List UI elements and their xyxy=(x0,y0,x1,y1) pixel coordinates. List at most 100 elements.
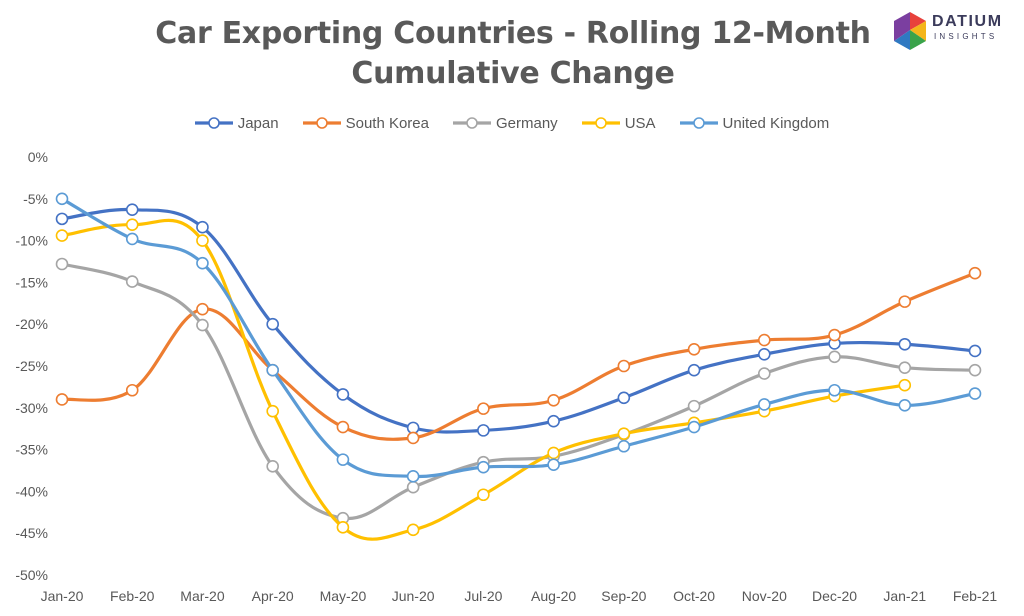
legend-item: USA xyxy=(581,112,656,134)
data-point xyxy=(196,318,209,332)
x-tick-label: Feb-21 xyxy=(953,588,998,604)
data-point xyxy=(55,257,69,271)
legend-line-marker-icon xyxy=(581,117,620,129)
x-tick-label: May-20 xyxy=(320,588,367,604)
data-point xyxy=(55,393,69,406)
legend-line-marker-icon xyxy=(679,117,718,129)
data-point xyxy=(687,399,701,413)
data-point xyxy=(196,220,209,234)
series-usa xyxy=(55,218,912,541)
data-point xyxy=(477,460,490,474)
data-point xyxy=(477,488,490,502)
data-point xyxy=(266,317,279,331)
series-japan xyxy=(55,203,982,437)
data-point xyxy=(266,404,279,418)
data-point xyxy=(758,333,771,347)
data-point xyxy=(336,420,350,434)
x-tick-label: Nov-20 xyxy=(742,588,787,604)
chart-title: Car Exporting Countries - Rolling 12-Mon… xyxy=(120,14,906,94)
y-tick-label: -50% xyxy=(15,567,48,583)
x-tick-label: Jun-20 xyxy=(392,588,435,604)
data-point xyxy=(968,387,982,400)
data-point xyxy=(336,453,350,466)
data-point xyxy=(898,378,912,392)
data-point xyxy=(125,232,139,246)
legend-item: United Kingdom xyxy=(679,112,830,134)
data-point xyxy=(406,470,420,483)
data-point xyxy=(55,192,69,206)
data-point xyxy=(125,203,139,216)
data-point xyxy=(125,383,139,397)
data-point xyxy=(266,460,279,473)
x-tick-label: Mar-20 xyxy=(180,588,225,604)
legend-item: Germany xyxy=(453,112,558,134)
data-point xyxy=(336,521,350,534)
data-point xyxy=(758,347,771,361)
data-point xyxy=(898,361,912,374)
x-tick-label: Jul-20 xyxy=(464,588,502,604)
chart-title-line-1: Car Exporting Countries - Rolling 12-Mon… xyxy=(155,16,871,51)
legend-line-marker-icon xyxy=(302,117,341,129)
data-point xyxy=(758,398,771,411)
data-point xyxy=(828,328,841,342)
y-tick-label: -35% xyxy=(15,442,48,458)
series-line xyxy=(60,207,977,434)
data-point xyxy=(547,393,560,407)
x-tick-label: Sep-20 xyxy=(601,588,646,604)
data-point xyxy=(125,275,139,288)
x-tick-label: Apr-20 xyxy=(252,588,294,604)
data-point xyxy=(547,458,560,471)
y-tick-label: -15% xyxy=(15,274,48,290)
legend-line-marker-icon xyxy=(453,117,491,129)
series-united-kingdom xyxy=(55,192,982,483)
y-tick-label: -10% xyxy=(15,233,48,249)
data-point xyxy=(687,342,701,356)
x-tick-label: Feb-20 xyxy=(110,588,155,604)
data-point xyxy=(617,439,631,453)
data-point xyxy=(406,431,420,445)
data-point xyxy=(828,383,841,397)
data-point xyxy=(406,480,420,494)
data-point xyxy=(547,446,560,460)
data-point xyxy=(196,302,209,316)
legend-item: Japan xyxy=(194,112,279,134)
data-point xyxy=(55,212,69,226)
data-point xyxy=(617,427,631,441)
x-tick-label: Jan-21 xyxy=(883,588,926,604)
data-point xyxy=(125,218,139,232)
data-point xyxy=(758,367,771,380)
legend-label: United Kingdom xyxy=(722,114,830,132)
data-point xyxy=(196,234,209,247)
y-tick-label: -25% xyxy=(15,358,48,374)
y-tick-label: -45% xyxy=(15,525,48,541)
datium-logo-mark-icon xyxy=(894,12,926,50)
legend-label: Japan xyxy=(237,114,279,132)
data-point xyxy=(617,391,631,405)
legend-label: South Korea xyxy=(345,114,429,132)
data-point xyxy=(547,414,560,428)
data-point xyxy=(336,388,350,401)
y-tick-label: 0% xyxy=(28,149,48,165)
data-point xyxy=(196,256,209,270)
x-tick-label: Oct-20 xyxy=(673,588,715,604)
legend-line-marker-icon xyxy=(194,117,233,129)
series-line xyxy=(60,262,977,521)
data-point xyxy=(968,363,982,377)
data-point xyxy=(898,337,912,351)
data-point xyxy=(898,295,912,308)
x-tick-label: Jan-20 xyxy=(41,588,84,604)
data-point xyxy=(55,229,69,242)
y-tick-label: -30% xyxy=(15,400,48,416)
logo-wordmark: DATIUM xyxy=(932,13,1003,30)
y-tick-label: -20% xyxy=(15,316,48,332)
data-point xyxy=(477,424,490,437)
data-point xyxy=(828,350,841,364)
data-point xyxy=(898,398,912,412)
datium-insights-logo: DATIUM INSIGHTS xyxy=(892,10,1016,54)
data-point xyxy=(968,344,982,358)
legend-item: South Korea xyxy=(302,112,429,134)
data-point xyxy=(477,402,490,415)
chart-legend: Japan South Korea Germany USA United Kingdom xyxy=(0,112,1024,134)
legend-label: Germany xyxy=(496,114,558,132)
